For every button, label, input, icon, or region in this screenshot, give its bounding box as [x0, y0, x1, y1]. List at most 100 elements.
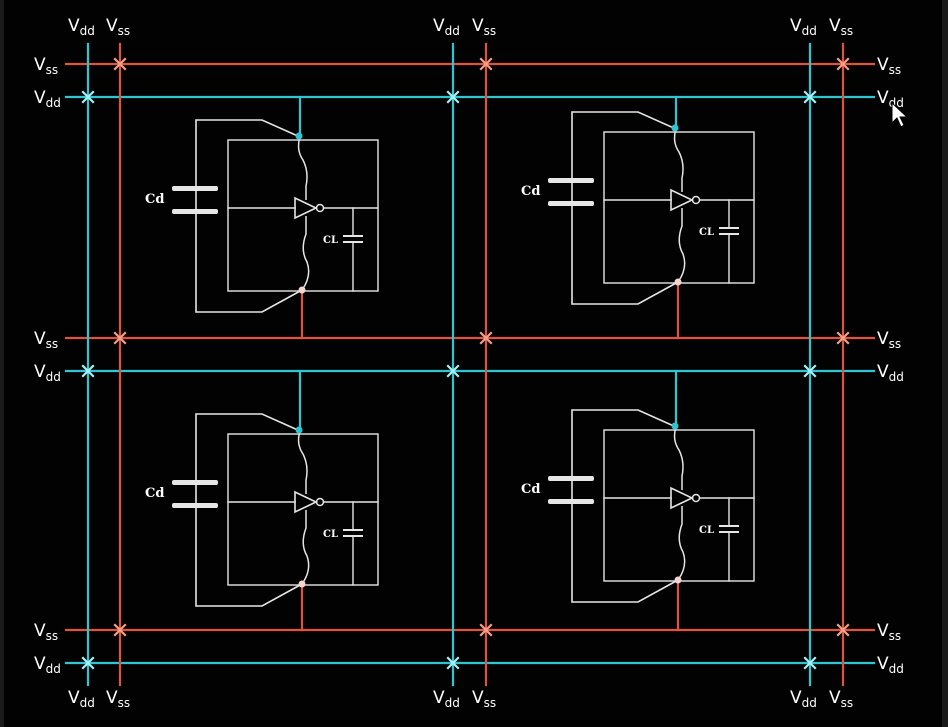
cl-label: CL	[699, 227, 714, 238]
cross-stroke	[113, 57, 127, 71]
cd-plate-top	[172, 480, 218, 485]
inverter-vss-wire	[677, 506, 686, 581]
vss-top-label: Vss	[106, 16, 130, 38]
cross-stroke	[479, 57, 493, 71]
vss-via-cross	[479, 623, 493, 637]
vdd-bottom-label: Vdd	[68, 688, 95, 710]
logic-cell-1: Cd CL	[145, 95, 379, 340]
logic-cell-4: Cd CL	[521, 369, 755, 632]
decap-loop-wire	[571, 111, 679, 305]
vss-bottom-label: Vss	[472, 688, 496, 710]
vss-left-label: Vss	[34, 621, 58, 643]
cross-stroke	[479, 623, 493, 637]
vdd-junction-dot	[295, 426, 303, 434]
inverter-vdd-wire	[297, 430, 308, 494]
vdd-left-label: Vdd	[34, 362, 61, 384]
vss-via-cross	[479, 57, 493, 71]
inverter-triangle	[294, 196, 318, 220]
vdd-via-cross	[803, 364, 817, 378]
cross-stroke	[803, 90, 817, 104]
cross-stroke	[81, 364, 95, 378]
decap-loop-wire	[195, 119, 303, 313]
vdd-top-label: Vdd	[433, 16, 460, 38]
cd-label: Cd	[521, 184, 540, 199]
cl-label: CL	[323, 529, 338, 540]
inverter-triangle	[294, 490, 318, 514]
vss-via-cross	[113, 331, 127, 345]
cross-stroke	[446, 364, 460, 378]
inverter-vdd-wire	[673, 426, 684, 490]
vdd-via-cross	[81, 656, 95, 670]
cd-plate-bottom	[172, 503, 218, 508]
vdd-right-label: Vdd	[877, 88, 904, 110]
vdd-top-label: Vdd	[68, 16, 95, 38]
cd-plate-bottom	[548, 499, 594, 504]
vdd-bottom-label: Vdd	[790, 688, 817, 710]
vss-junction-dot	[298, 580, 306, 588]
vss-via-cross	[836, 57, 850, 71]
vss-left-label: Vss	[34, 55, 58, 77]
cursor-arrow	[891, 101, 909, 128]
cross-stroke	[479, 331, 493, 345]
cross-stroke	[446, 90, 460, 104]
vdd-junction-dot	[295, 132, 303, 140]
cd-plate-bottom	[172, 209, 218, 214]
vss-via-cross	[479, 331, 493, 345]
vss-right-label: Vss	[877, 55, 901, 77]
inverter-vss-wire	[301, 216, 310, 291]
vss-via-cross	[113, 57, 127, 71]
cl-label: CL	[699, 525, 714, 536]
vss-via-cross	[113, 623, 127, 637]
cross-stroke	[113, 331, 127, 345]
vss-top-label: Vss	[829, 16, 853, 38]
cross-stroke	[836, 57, 850, 71]
cd-label: Cd	[145, 192, 164, 207]
vss-junction-dot	[674, 278, 682, 286]
vdd-via-cross	[803, 90, 817, 104]
cd-plate-top	[548, 178, 594, 183]
vdd-right-label: Vdd	[877, 654, 904, 676]
cd-label: Cd	[145, 486, 164, 501]
vdd-via-cross	[446, 364, 460, 378]
vss-junction-dot	[674, 576, 682, 584]
vss-via-cross	[836, 623, 850, 637]
cl-label: CL	[323, 235, 338, 246]
vss-junction-dot	[298, 286, 306, 294]
cross-stroke	[836, 331, 850, 345]
inverter-vdd-wire	[297, 136, 308, 200]
cross-stroke	[446, 656, 460, 670]
cd-label: Cd	[521, 482, 540, 497]
vdd-via-cross	[446, 90, 460, 104]
vss-via-cross	[836, 331, 850, 345]
inverter-vdd-wire	[673, 128, 684, 192]
load-box	[227, 139, 379, 292]
cd-plate-top	[548, 476, 594, 481]
logic-cell-3: Cd CL	[145, 369, 379, 632]
decap-loop-wire	[195, 413, 303, 607]
vss-right-label: Vss	[877, 329, 901, 351]
load-box	[603, 131, 755, 284]
vss-bottom-label: Vss	[106, 688, 130, 710]
vdd-left-label: Vdd	[34, 654, 61, 676]
vss-bottom-label: Vss	[829, 688, 853, 710]
load-box	[227, 433, 379, 586]
inverter-triangle	[670, 486, 694, 510]
vdd-via-cross	[81, 364, 95, 378]
cross-stroke	[803, 364, 817, 378]
logic-cell-2: Cd CL	[521, 95, 755, 340]
inverter-triangle	[670, 188, 694, 212]
decap-loop-wire	[571, 409, 679, 603]
cross-stroke	[81, 90, 95, 104]
cross-stroke	[803, 656, 817, 670]
vdd-via-cross	[446, 656, 460, 670]
vdd-via-cross	[803, 656, 817, 670]
cross-stroke	[81, 656, 95, 670]
vss-left-label: Vss	[34, 329, 58, 351]
inverter-vss-wire	[677, 208, 686, 283]
cd-plate-bottom	[548, 201, 594, 206]
vdd-left-label: Vdd	[34, 88, 61, 110]
cross-stroke	[113, 623, 127, 637]
mouse-cursor-icon	[891, 101, 909, 128]
